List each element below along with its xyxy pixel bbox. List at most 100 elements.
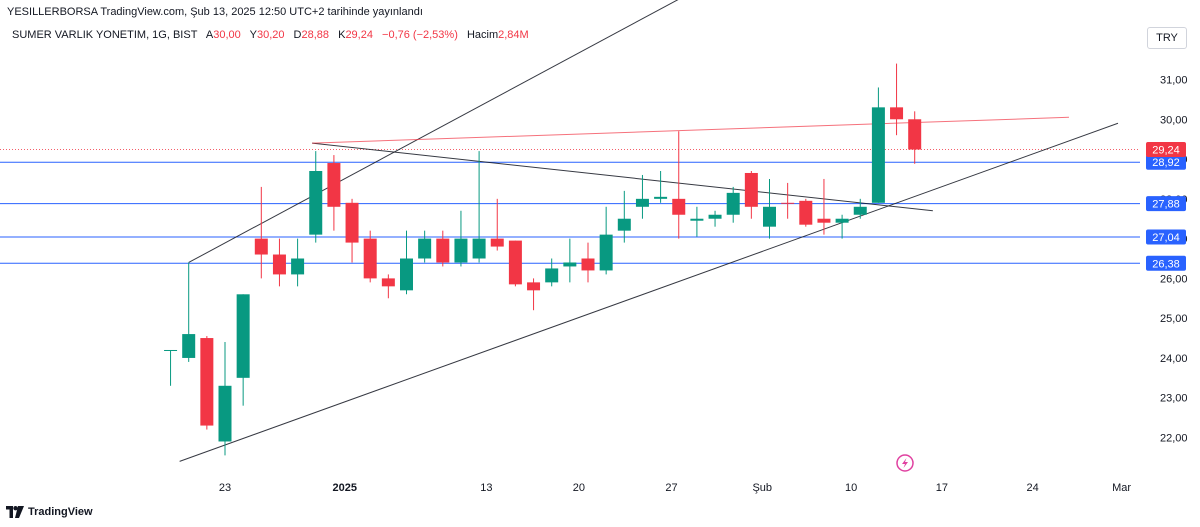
badge-label: 28,92 xyxy=(1152,157,1180,169)
candle-29[interactable] xyxy=(690,206,704,237)
tradingview-brand: TradingView xyxy=(28,506,93,518)
candle-18[interactable] xyxy=(490,198,504,251)
candle-body xyxy=(871,107,885,203)
badge-label: 29,24 xyxy=(1152,145,1180,157)
time-tick-label: 13 xyxy=(480,482,492,494)
candle-body xyxy=(726,192,740,215)
candle-4[interactable] xyxy=(236,294,250,406)
candle-35[interactable] xyxy=(799,198,813,227)
candle-body xyxy=(708,214,722,219)
candle-41[interactable] xyxy=(908,111,922,164)
candle-7[interactable] xyxy=(291,238,305,287)
channel-upper[interactable] xyxy=(188,0,744,263)
candle-13[interactable] xyxy=(400,230,413,295)
descending-line[interactable] xyxy=(312,142,933,212)
candle-6[interactable] xyxy=(272,238,286,287)
candle-0[interactable] xyxy=(164,349,178,386)
candle-10[interactable] xyxy=(345,198,359,263)
lightning-icon[interactable] xyxy=(896,454,914,472)
candle-34[interactable] xyxy=(781,182,795,219)
low-value: 28,88 xyxy=(301,29,330,41)
candle-14[interactable] xyxy=(418,230,432,263)
candle-23[interactable] xyxy=(581,242,595,283)
candle-24[interactable] xyxy=(599,206,613,275)
candle-body xyxy=(545,268,559,283)
candle-body xyxy=(236,294,250,378)
horizontal-lines-layer xyxy=(0,149,1140,264)
symbol-name[interactable]: SUMER VARLIK YONETIM, 1G, BIST xyxy=(12,29,198,41)
candle-38[interactable] xyxy=(853,198,867,219)
resistance-line[interactable] xyxy=(312,116,1069,144)
tradingview-logo[interactable]: TradingView xyxy=(6,503,93,521)
candle-25[interactable] xyxy=(617,190,631,243)
candle-33[interactable] xyxy=(763,178,776,239)
price-tick-label: 26,00 xyxy=(1160,273,1188,285)
candle-body xyxy=(781,202,795,204)
high-label: Y xyxy=(249,29,257,41)
price-tick-label: 24,00 xyxy=(1160,353,1188,365)
candle-26[interactable] xyxy=(635,174,649,219)
candle-17[interactable] xyxy=(472,151,486,263)
candle-body xyxy=(599,234,613,271)
candle-11[interactable] xyxy=(363,230,377,283)
candle-body xyxy=(254,238,268,255)
currency-button[interactable]: TRY xyxy=(1147,27,1187,49)
candle-5[interactable] xyxy=(254,186,268,279)
candle-body xyxy=(890,107,904,120)
publish-info: YESILLERBORSA TradingView.com, Şub 13, 2… xyxy=(7,6,423,18)
channel-lower[interactable] xyxy=(179,122,1119,462)
candle-15[interactable] xyxy=(436,230,450,267)
volume-value: 2,84M xyxy=(498,29,529,41)
time-tick-label: Mar xyxy=(1112,482,1131,494)
tradingview-icon xyxy=(6,506,24,518)
candle-2[interactable] xyxy=(200,336,214,430)
candle-body xyxy=(799,200,813,225)
price-badges: 28,92 27,88 27,04 26,38 29,24 xyxy=(1146,142,1186,271)
candle-body xyxy=(617,218,631,231)
candle-20[interactable] xyxy=(527,278,541,311)
candle-28[interactable] xyxy=(672,131,686,239)
candle-9[interactable] xyxy=(327,155,341,231)
time-axis: 23 2025 13 20 27 Şub 10 17 24 Mar xyxy=(219,482,1132,494)
candle-40[interactable] xyxy=(890,63,904,136)
time-tick-label: 23 xyxy=(219,482,231,494)
candle-37[interactable] xyxy=(835,214,849,239)
high-value: 30,20 xyxy=(256,29,285,41)
price-tick-label: 30,00 xyxy=(1160,114,1188,126)
candle-22[interactable] xyxy=(563,238,577,283)
candle-1[interactable] xyxy=(182,262,196,362)
candle-27[interactable] xyxy=(654,170,668,203)
open-label: A xyxy=(205,29,214,41)
time-tick-label: 2025 xyxy=(333,482,357,494)
candle-body xyxy=(690,218,704,221)
candle-39[interactable] xyxy=(871,87,885,203)
candle-8[interactable] xyxy=(309,151,323,243)
badge-bg xyxy=(1146,142,1186,158)
candle-36[interactable] xyxy=(817,178,831,235)
close-label: K xyxy=(338,29,346,41)
candle-body xyxy=(363,238,377,279)
candle-16[interactable] xyxy=(454,210,468,267)
level-27-88-badge: 27,88 xyxy=(1146,196,1186,212)
candle-body xyxy=(563,262,577,267)
time-tick-label: 17 xyxy=(936,482,948,494)
candle-body xyxy=(345,202,359,243)
change-value: −0,76 (−2,53%) xyxy=(382,29,458,41)
candle-12[interactable] xyxy=(381,274,395,299)
level-28-92-badge: 28,92 xyxy=(1146,154,1186,170)
candle-30[interactable] xyxy=(708,210,722,227)
candle-body xyxy=(291,258,305,275)
last-price-badge: 29,24 xyxy=(1146,142,1186,158)
candle-body xyxy=(164,349,178,351)
badge-label: 27,04 xyxy=(1152,232,1180,244)
candle-body xyxy=(454,238,468,263)
time-tick-label: 10 xyxy=(845,482,857,494)
volume-label: Hacim xyxy=(466,29,499,41)
candle-31[interactable] xyxy=(726,186,740,223)
candle-body xyxy=(672,198,686,215)
candle-3[interactable] xyxy=(218,342,232,456)
candle-21[interactable] xyxy=(545,258,559,287)
candle-19[interactable] xyxy=(508,240,522,287)
candle-32[interactable] xyxy=(744,170,758,219)
